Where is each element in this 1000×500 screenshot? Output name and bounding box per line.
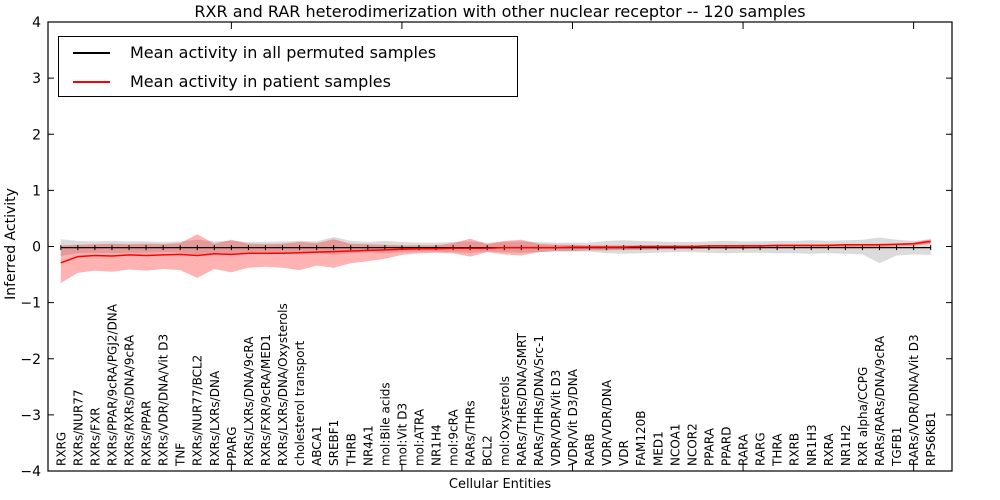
x-category-label: mol:9cRA	[447, 409, 461, 466]
x-category-label: RXRs/FXR/9cRA/MED1	[259, 334, 273, 466]
legend-line-sample-red	[73, 80, 110, 83]
x-category-label: RXRs/LXRs/DNA/9cRA	[242, 336, 256, 466]
x-category-label: ABCA1	[310, 426, 324, 466]
x-category-label: RARA	[737, 433, 751, 466]
x-category-label: mol:ATRA	[412, 408, 426, 466]
x-category-label: mol:Bile acids	[378, 382, 392, 466]
x-category-label: RARs/THRs	[464, 400, 478, 466]
x-axis-label: Cellular Entities	[448, 477, 552, 492]
x-category-label: VDR/VDR/Vit D3	[549, 370, 563, 466]
x-category-label: mol:Vit D3	[395, 403, 409, 466]
y-tick-label: 0	[32, 240, 41, 256]
permuted-std-band	[60, 237, 931, 264]
legend: Mean activity in all permuted samples Me…	[58, 36, 518, 97]
x-category-label: RXRs/FXR	[88, 407, 102, 466]
x-category-label: RXRs/LXRs/DNA	[208, 370, 222, 466]
legend-entry-permuted: Mean activity in all permuted samples	[59, 38, 517, 67]
y-axis-label: Inferred Activity	[3, 188, 19, 300]
x-category-label: VDR	[617, 440, 631, 466]
x-category-label: NR4A1	[361, 425, 375, 466]
y-tick-label: −3	[20, 408, 41, 424]
x-category-label: SREBF1	[327, 420, 341, 466]
x-category-label: TNF	[174, 443, 188, 467]
axis-frame	[47, 21, 953, 472]
x-category-label: RXRs/PPAR	[140, 401, 154, 466]
legend-label-patient: Mean activity in patient samples	[130, 72, 391, 91]
legend-line-sample-black	[73, 51, 110, 54]
x-category-label: RPS6KB1	[924, 411, 938, 466]
x-category-label: RXRB	[788, 433, 802, 466]
x-category-label: NCOA1	[668, 424, 682, 466]
x-category-label: VDR/VDR/DNA	[600, 379, 614, 466]
x-category-label: RARs/THRs/DNA/Src-1	[532, 335, 546, 466]
y-tick-label: −1	[20, 296, 41, 312]
x-category-label: RXRs/PPAR/9cRA/PGJ2/DNA	[105, 303, 119, 466]
x-category-label: PPARA	[702, 427, 716, 466]
y-tick-label: −2	[20, 352, 41, 368]
y-tick-label: 4	[32, 15, 41, 31]
x-category-label: THRA	[771, 433, 785, 467]
x-category-label: RXRA	[822, 433, 836, 466]
y-tick-label: 1	[32, 183, 41, 199]
x-category-label: RXRs/NUR77/BCL2	[191, 355, 205, 466]
x-category-label: RXRs/RXRs/DNA/9cRA	[123, 334, 137, 466]
patient-mean-line	[60, 240, 931, 264]
x-category-label: MED1	[651, 431, 665, 466]
x-category-label: RXR alpha/CCPG	[856, 367, 870, 466]
x-category-label: RXRs/LXRs/DNA/Oxysterols	[276, 303, 290, 466]
x-category-label: FAM120B	[634, 411, 648, 467]
x-category-label: RARB	[583, 433, 597, 466]
chart-title: RXR and RAR heterodimerization with othe…	[194, 2, 806, 21]
x-category-label: VDR/Vit D3/DNA	[566, 368, 580, 466]
x-category-label: PPARD	[720, 427, 734, 467]
x-category-label: RXRs/VDR/DNA/Vit D3	[157, 334, 171, 466]
legend-label-permuted: Mean activity in all permuted samples	[130, 43, 437, 62]
x-category-label: NCOR2	[685, 423, 699, 466]
x-category-label: NR1H3	[805, 424, 819, 466]
x-category-label: NR1H2	[839, 424, 853, 466]
x-category-label: RXRG	[54, 432, 68, 466]
x-category-label: PPARG	[225, 426, 239, 466]
y-tick-label: 3	[32, 71, 41, 87]
x-category-label: RARs/THRs/DNA/SMRT	[515, 332, 529, 466]
y-tick-label: −4	[20, 464, 41, 480]
x-category-label: RXRs/NUR77	[71, 389, 85, 466]
x-category-label: NR1H4	[430, 424, 444, 466]
y-tick-label: 2	[32, 127, 41, 143]
x-category-label: RARs/VDR/DNA/Vit D3	[907, 334, 921, 466]
x-category-label: mol:Oxysterols	[498, 376, 512, 466]
x-category-label: THRB	[344, 433, 358, 467]
legend-entry-patient: Mean activity in patient samples	[59, 67, 517, 96]
x-category-label: BCL2	[481, 435, 495, 466]
x-category-label: RARs/RARs/DNA/9cRA	[873, 335, 887, 466]
x-category-label: RARG	[754, 432, 768, 466]
x-category-label: TGFB1	[890, 427, 904, 467]
x-category-label: cholesterol transport	[293, 340, 307, 466]
